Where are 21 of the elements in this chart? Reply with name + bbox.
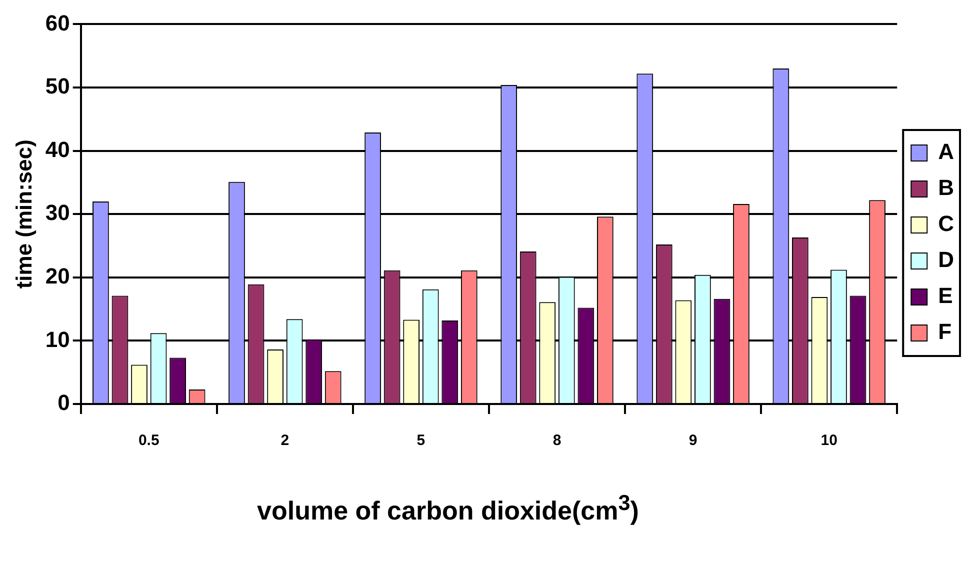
x-axis-title: volume of carbon dioxide(cm$^{3}$) (256, 490, 640, 527)
legend-label: C (938, 211, 954, 236)
legend-label: D (938, 247, 954, 272)
x-tick-label: 2 (280, 432, 290, 450)
legend-label: B (938, 175, 954, 200)
legend-label: F (938, 319, 952, 344)
x-tick-label: 5 (416, 432, 426, 450)
y-tick-label: 20 (45, 263, 70, 288)
y-axis-title: time (min:sec) (11, 140, 36, 289)
x-tick-label: 10 (820, 432, 838, 450)
legend-label: E (938, 283, 953, 308)
x-tick-label: 0.5 (138, 432, 160, 450)
y-tick-label: 50 (45, 74, 70, 99)
x-tick-label: 9 (688, 432, 698, 450)
y-tick-label: 60 (45, 10, 70, 36)
y-tick-label: 30 (45, 200, 70, 226)
x-tick-label: 8 (552, 432, 562, 450)
y-tick-label: 0 (58, 390, 70, 416)
y-tick-label: 10 (45, 326, 70, 352)
y-tick-label: 40 (45, 136, 70, 162)
legend-label: A (938, 139, 954, 164)
